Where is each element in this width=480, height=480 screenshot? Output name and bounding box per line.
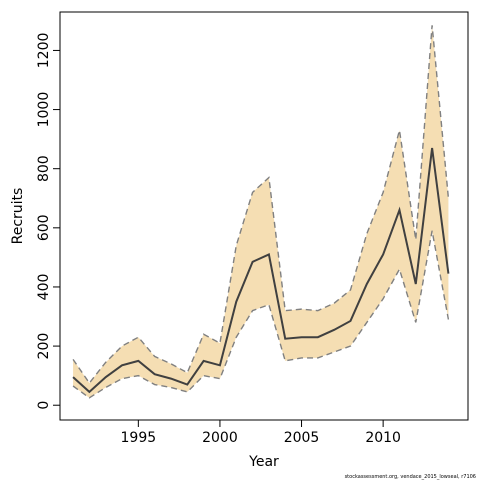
x-axis: 1995 2000 2005 2010 xyxy=(121,420,401,446)
confidence-band xyxy=(73,25,449,398)
plot-frame xyxy=(59,11,469,421)
upper-bound-line xyxy=(72,25,450,385)
y-tick-label: 200 xyxy=(36,333,52,360)
y-tick-label: 1200 xyxy=(36,33,52,69)
y-axis: 0 200 400 600 800 1000 1200 xyxy=(36,33,60,410)
x-axis-title: Year xyxy=(248,454,279,470)
y-tick-label: 800 xyxy=(36,155,52,182)
x-tick-label: 1995 xyxy=(121,430,157,446)
y-axis-title: Recruits xyxy=(10,188,26,245)
estimate-line xyxy=(72,147,450,394)
x-tick-label: 2005 xyxy=(284,430,320,446)
confidence-band-layer xyxy=(73,25,449,398)
y-tick-label: 0 xyxy=(36,401,52,410)
lower-bound-line xyxy=(72,230,450,399)
series-lines-layer xyxy=(72,25,450,399)
x-tick-label: 2000 xyxy=(202,430,238,446)
x-tick-label: 2010 xyxy=(365,430,401,446)
y-tick-label: 1000 xyxy=(36,92,52,128)
footnote: stockassessment.org, vendace_2015_lowsea… xyxy=(345,474,476,480)
y-tick-label: 400 xyxy=(36,274,52,301)
y-tick-label: 600 xyxy=(36,214,52,241)
